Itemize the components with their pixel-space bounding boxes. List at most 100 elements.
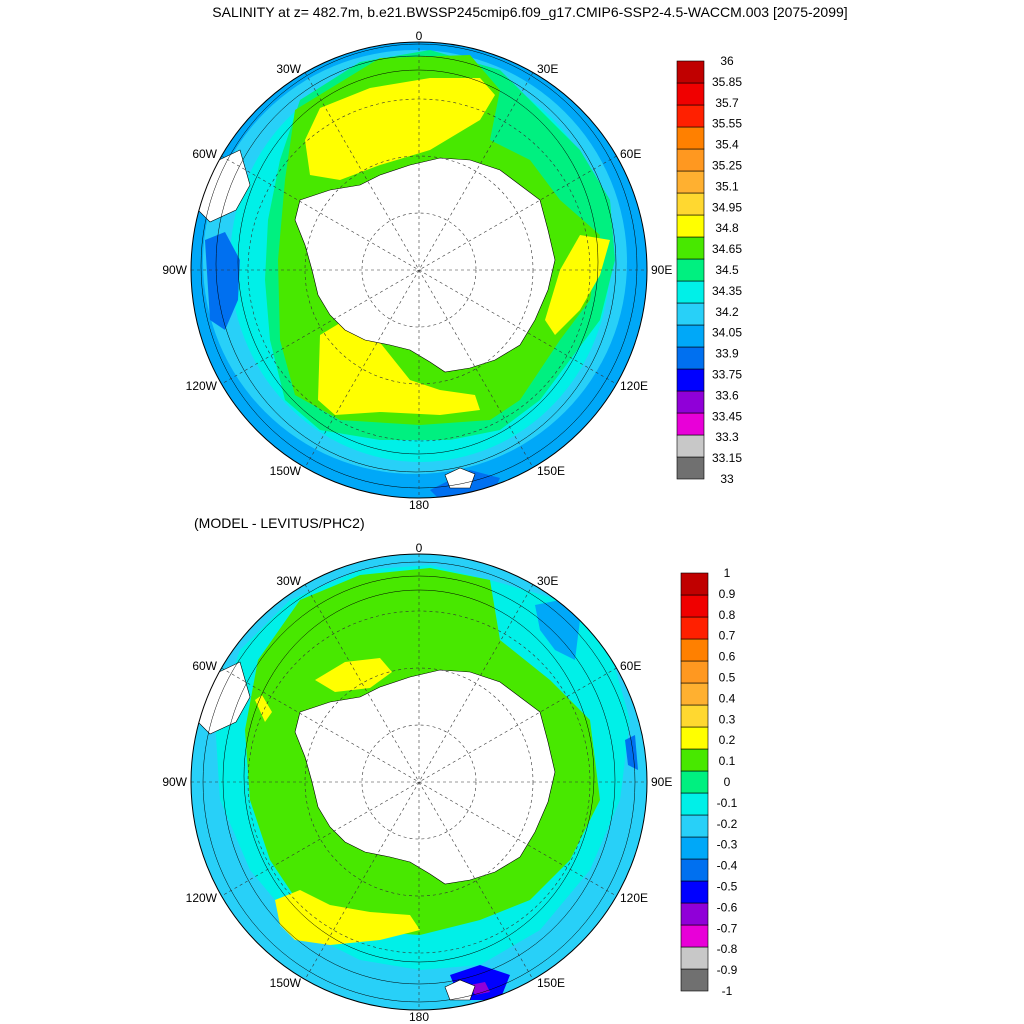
bottom-lon-label-90w: 90W — [162, 775, 187, 789]
colorbar-bottom-label: 0.8 — [719, 608, 736, 622]
colorbar-bottom-swatch — [680, 770, 709, 794]
colorbar-top-swatch — [676, 82, 705, 106]
colorbar-top-label: 34.65 — [712, 242, 742, 256]
colorbar-bottom-label: -0.1 — [717, 796, 738, 810]
colorbar-bottom-label: 0.5 — [719, 671, 736, 685]
bottom-lon-label-0: 0 — [416, 541, 423, 555]
colorbar-top-swatch — [676, 346, 705, 370]
colorbar-bottom-swatch — [680, 924, 709, 948]
colorbar-bottom-label: 0.4 — [719, 691, 736, 705]
colorbar-top-label: 34.8 — [715, 221, 739, 235]
top-lon-label-90w: 90W — [162, 263, 187, 277]
top-lon-label-180: 180 — [409, 498, 429, 512]
colorbar-top-label: 33.6 — [715, 388, 739, 402]
colorbar-top-label: 34.35 — [712, 284, 742, 298]
top-lon-label-60e: 60E — [620, 147, 641, 161]
colorbar-top-swatch — [676, 192, 705, 216]
top-lon-label-120e: 120E — [620, 379, 648, 393]
colorbar-bottom-label: 0.6 — [719, 650, 736, 664]
colorbar-top-label: 33.3 — [715, 430, 739, 444]
top-lon-label-150w: 150W — [270, 464, 302, 478]
colorbar-bottom-label: 1 — [724, 566, 731, 580]
colorbar-top-label: 33.45 — [712, 409, 742, 423]
bottom-lon-label-150e: 150E — [537, 976, 565, 990]
top-lon-label-30e: 30E — [537, 62, 558, 76]
colorbar-top: 36 35.85 35.7 35.55 35.4 35.25 35.1 34.95 34.8 34… — [676, 54, 742, 486]
colorbar-bottom-swatch — [680, 858, 709, 882]
colorbar-top-label: 35.25 — [712, 159, 742, 173]
colorbar-top-label: 33.15 — [712, 451, 742, 465]
bottom-map: 0 30E 60E 90E 120E 150E 180 150W 120W 90… — [162, 541, 672, 1024]
colorbar-top-label: 34.05 — [712, 326, 742, 340]
colorbar-top-swatch — [676, 60, 705, 84]
colorbar-bottom-swatch — [680, 880, 709, 904]
colorbar-top-swatch — [676, 280, 705, 304]
colorbar-top-label: 35.7 — [715, 96, 739, 110]
panel-subtitle: (MODEL - LEVITUS/PHC2) — [194, 515, 365, 531]
colorbar-bottom-swatch — [680, 638, 709, 662]
colorbar-bottom-label: -0.8 — [717, 942, 738, 956]
top-map-field — [191, 42, 647, 498]
top-lon-label-120w: 120W — [186, 379, 218, 393]
bottom-lon-label-60w: 60W — [192, 659, 217, 673]
bottom-lon-label-180: 180 — [409, 1010, 429, 1024]
bottom-lon-label-120w: 120W — [186, 891, 218, 905]
bottom-lon-label-30e: 30E — [537, 574, 558, 588]
colorbar-top-label: 35.1 — [715, 179, 739, 193]
top-lon-label-30w: 30W — [276, 62, 301, 76]
colorbar-top-swatch — [676, 170, 705, 194]
colorbar-top-label: 33.75 — [712, 368, 742, 382]
colorbar-top-swatch — [676, 104, 705, 128]
colorbar-bottom-swatch — [680, 946, 709, 970]
colorbar-top-swatch — [676, 324, 705, 348]
colorbar-bottom-label: -0.3 — [717, 838, 738, 852]
colorbar-top-label: 34.2 — [715, 305, 739, 319]
top-map-border — [190, 41, 648, 499]
colorbar-bottom-swatch — [680, 726, 709, 750]
figure-title: SALINITY at z= 482.7m, b.e21.BWSSP245cmi… — [212, 4, 847, 20]
colorbar-bottom-label: -0.6 — [717, 900, 738, 914]
bottom-lon-label-90e: 90E — [651, 775, 672, 789]
colorbar-bottom-label: -1 — [722, 984, 733, 998]
colorbar-top-swatch — [676, 214, 705, 238]
colorbar-bottom-label: 0.1 — [719, 754, 736, 768]
colorbar-bottom-swatch — [680, 836, 709, 860]
top-lon-label-60w: 60W — [192, 147, 217, 161]
colorbar-bottom-label: -0.9 — [717, 963, 738, 977]
colorbar-top-swatch — [676, 368, 705, 392]
colorbar-bottom-swatch — [680, 660, 709, 684]
colorbar-bottom-swatch — [680, 594, 709, 618]
colorbar-bottom-swatch — [680, 968, 709, 992]
colorbar-top-swatch — [676, 434, 705, 458]
bottom-lon-label-120e: 120E — [620, 891, 648, 905]
colorbar-top-label: 33 — [720, 472, 734, 486]
colorbar-bottom-label: -0.4 — [717, 859, 738, 873]
colorbar-bottom-swatch — [680, 792, 709, 816]
colorbar-top-label: 34.5 — [715, 263, 739, 277]
colorbar-top-swatch — [676, 412, 705, 436]
colorbar-bottom-label: 0.3 — [719, 712, 736, 726]
colorbar-bottom-label: 0.7 — [719, 629, 736, 643]
colorbar-bottom-swatch — [680, 814, 709, 838]
top-lon-label-90e: 90E — [651, 263, 672, 277]
bottom-lon-label-30w: 30W — [276, 574, 301, 588]
top-map: 0 30E 60E 90E 120E 150E 180 150W 120W 90… — [162, 29, 672, 512]
bottom-lon-label-60e: 60E — [620, 659, 641, 673]
top-lon-label-150e: 150E — [537, 464, 565, 478]
colorbar-top-swatch — [676, 148, 705, 172]
colorbar-bottom-swatch — [680, 704, 709, 728]
colorbar-bottom-swatch — [680, 748, 709, 772]
colorbar-top-label: 35.55 — [712, 117, 742, 131]
colorbar-top-swatch — [676, 456, 705, 480]
colorbar-top-swatch — [676, 258, 705, 282]
colorbar-bottom: 1 0.9 0.8 0.7 0.6 0.5 0.4 0.3 0.2 0.1 0 -0.1 -0.2 -0.… — [680, 566, 738, 998]
colorbar-top-label: 36 — [720, 54, 734, 68]
colorbar-bottom-label: -0.7 — [717, 921, 738, 935]
colorbar-top-label: 34.95 — [712, 200, 742, 214]
colorbar-bottom-swatch — [680, 902, 709, 926]
colorbar-top-label: 33.9 — [715, 347, 739, 361]
colorbar-bottom-label: 0 — [724, 775, 731, 789]
colorbar-top-swatch — [676, 302, 705, 326]
colorbar-top-swatch — [676, 236, 705, 260]
